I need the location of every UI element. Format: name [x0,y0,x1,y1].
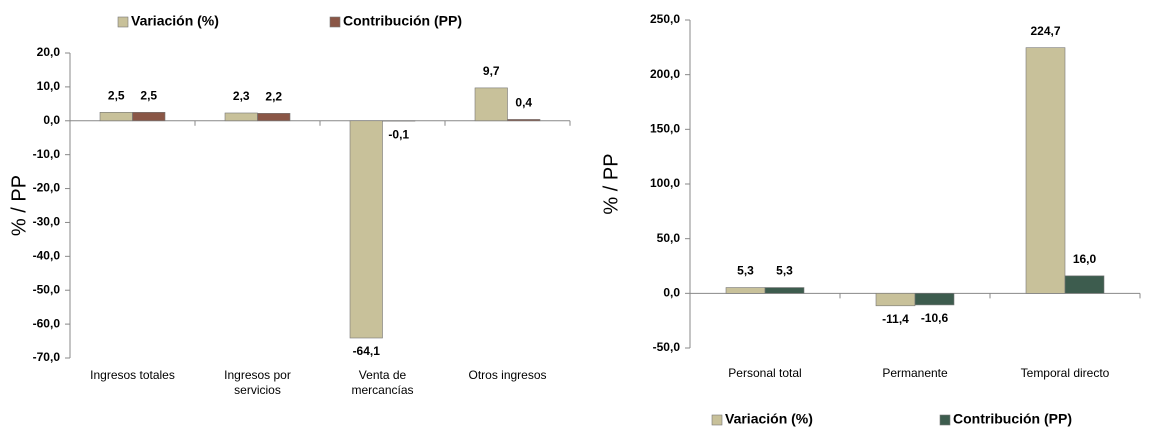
y-tick-label: -50,0 [653,340,681,354]
bar [764,287,805,294]
value-label: 16,0 [1073,252,1097,266]
y-tick-label: 0,0 [43,113,60,127]
value-label: 0,4 [515,96,532,110]
value-label: -0,1 [388,127,409,141]
bar [507,119,541,122]
x-tick-label-box: Ingresos por servicios [224,368,291,397]
x-tick-label: Ingresos totales [90,368,175,382]
y-tick-label: 200,0 [650,67,680,81]
bar [474,87,508,122]
bar [725,287,766,294]
bar [914,293,955,306]
y-tick-label: 20,0 [37,45,61,59]
y-tick-label: -20,0 [33,181,61,195]
y-tick-label: -60,0 [33,316,61,330]
y-tick-label: -10,0 [33,147,61,161]
legend-label: Contribución (PP) [343,13,462,29]
x-tick-label-box: Personal total [728,366,802,380]
legend-swatch [117,16,129,28]
y-tick-label: 0,0 [663,286,680,300]
bar [1064,275,1105,294]
value-label: 2,2 [265,89,282,103]
x-tick-label-box: Permanente [882,366,948,380]
value-label: 224,7 [1030,24,1060,38]
y-tick-label: 150,0 [650,122,680,136]
bar [224,112,258,122]
y-tick-label: -70,0 [33,350,61,364]
value-label: 5,3 [737,264,754,278]
x-tick-label: Personal total [728,366,802,380]
bar [99,112,133,122]
value-label: -64,1 [353,344,381,358]
value-label: 5,3 [776,264,793,278]
y-axis-title: % / PP [600,153,622,214]
legend-label: Variación (%) [725,411,813,427]
y-tick-label: 10,0 [37,79,61,93]
bar [349,120,383,339]
value-label: 9,7 [483,64,500,78]
x-tick-label-box: Ingresos totales [90,368,175,382]
y-axis-title: % / PP [8,175,30,236]
x-tick-label: Temporal directo [1020,366,1110,380]
bar [875,293,916,307]
x-tick-label: Venta de mercancías [351,368,414,397]
legend-swatch [939,414,951,426]
x-tick-label-box: Venta de mercancías [351,368,414,397]
x-tick-label: Permanente [882,366,948,380]
y-tick-label: 50,0 [657,231,681,245]
value-label: 2,3 [233,89,250,103]
value-label: 2,5 [108,88,125,102]
legend-label: Variación (%) [131,13,219,29]
x-tick-label-box: Temporal directo [1020,366,1110,380]
bar [1025,47,1066,294]
value-label: -11,4 [882,312,909,326]
bar [132,112,166,122]
legend-swatch [329,16,341,28]
value-label: 2,5 [140,88,157,102]
x-tick-label-box: Otros ingresos [468,368,547,382]
y-tick-label: -40,0 [33,249,61,263]
legend-label: Contribución (PP) [953,411,1072,427]
y-tick-label: -50,0 [33,282,61,296]
legend-swatch [711,414,723,426]
bar [257,113,291,122]
value-label: -10,6 [921,311,949,325]
y-tick-label: -30,0 [33,215,61,229]
y-tick-label: 100,0 [650,176,680,190]
x-tick-label: Ingresos por servicios [224,368,291,397]
x-tick-label: Otros ingresos [468,368,547,382]
y-tick-label: 250,0 [650,12,680,26]
